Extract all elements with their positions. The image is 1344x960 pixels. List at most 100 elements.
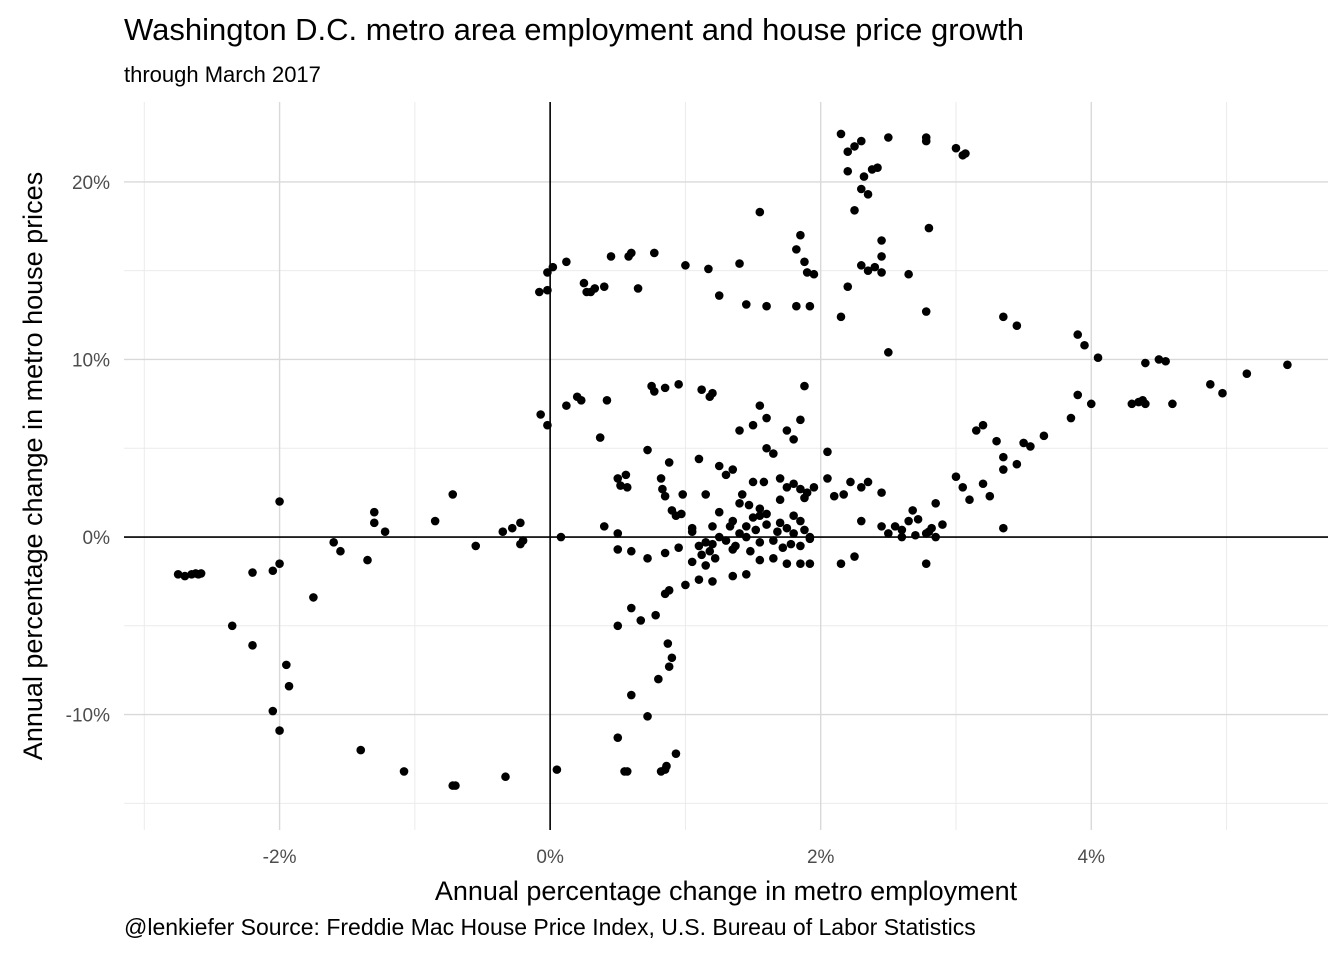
data-point <box>1283 360 1292 370</box>
data-point <box>913 514 923 524</box>
data-point <box>654 674 663 684</box>
data-point <box>737 490 747 499</box>
data-point <box>1086 399 1096 409</box>
data-point <box>196 569 206 578</box>
data-point <box>562 257 571 267</box>
data-point <box>671 749 681 758</box>
data-point <box>877 252 886 261</box>
data-point <box>681 580 690 590</box>
data-point <box>741 570 751 579</box>
data-point <box>694 541 704 551</box>
data-point <box>613 733 623 742</box>
data-point <box>268 566 278 576</box>
x-tick-label: 0% <box>536 847 564 868</box>
data-point <box>697 385 706 394</box>
data-point <box>664 585 674 595</box>
data-point <box>839 490 848 499</box>
data-point <box>789 529 798 538</box>
y-axis-ticks: -10% 0% 10% 20% <box>66 173 110 727</box>
data-point <box>985 491 995 501</box>
data-point <box>748 513 758 522</box>
data-point <box>708 388 717 398</box>
data-point <box>248 568 257 577</box>
data-point <box>735 426 744 435</box>
data-point <box>613 529 623 538</box>
data-point <box>677 509 686 519</box>
data-point <box>999 452 1008 462</box>
data-point <box>735 259 744 268</box>
data-point <box>805 559 815 568</box>
data-point <box>904 269 913 279</box>
data-point <box>678 490 688 499</box>
data-point <box>613 621 623 631</box>
data-point <box>931 498 940 508</box>
data-point <box>356 745 366 755</box>
data-point <box>744 500 754 510</box>
data-point <box>705 546 715 556</box>
data-point <box>399 767 409 776</box>
data-point <box>602 396 612 405</box>
data-point <box>662 761 671 771</box>
data-point <box>775 518 785 528</box>
data-point <box>369 507 379 517</box>
data-point <box>1093 353 1103 362</box>
data-point <box>802 488 812 497</box>
data-point <box>714 291 724 300</box>
data-point <box>741 532 751 542</box>
data-point <box>877 488 886 497</box>
data-point <box>802 268 812 277</box>
data-point <box>708 539 717 549</box>
data-point <box>805 301 815 311</box>
data-point <box>999 465 1008 474</box>
data-point <box>965 495 974 505</box>
data-point <box>701 538 711 547</box>
data-point <box>877 268 886 277</box>
data-point <box>282 660 291 670</box>
data-point <box>823 474 832 483</box>
data-points <box>173 129 1292 790</box>
data-point <box>863 190 873 199</box>
data-point <box>951 143 961 153</box>
data-point <box>782 559 792 568</box>
x-axis-ticks: -2% 0% 2% 4% <box>263 847 1105 868</box>
data-point <box>599 522 609 531</box>
data-point <box>535 287 544 297</box>
data-point <box>796 516 805 526</box>
data-point <box>843 282 853 291</box>
data-point <box>748 420 758 430</box>
data-point <box>911 530 920 540</box>
data-point <box>579 278 589 288</box>
data-point <box>782 483 792 492</box>
data-point <box>792 245 801 254</box>
data-point <box>643 445 652 455</box>
data-point <box>805 532 815 542</box>
data-point <box>664 458 674 467</box>
data-point <box>796 230 805 240</box>
data-point <box>664 662 674 671</box>
data-point <box>660 491 670 501</box>
data-point <box>507 523 517 533</box>
data-point <box>556 532 566 542</box>
data-point <box>430 516 440 526</box>
data-point <box>1154 355 1164 364</box>
data-point <box>543 285 552 295</box>
data-point <box>951 472 961 481</box>
data-point <box>786 539 796 549</box>
data-point <box>674 543 683 552</box>
data-point <box>924 527 934 536</box>
data-point <box>762 509 771 519</box>
data-point <box>448 490 458 499</box>
data-point <box>622 767 632 776</box>
data-point <box>728 571 738 581</box>
data-point <box>863 477 873 487</box>
data-point <box>782 426 792 435</box>
data-point <box>796 415 805 425</box>
data-point <box>762 443 771 453</box>
data-point <box>748 477 758 487</box>
data-point <box>701 490 711 499</box>
data-point <box>701 561 711 570</box>
data-point <box>762 520 771 529</box>
data-point <box>938 520 947 529</box>
data-point <box>694 575 704 584</box>
